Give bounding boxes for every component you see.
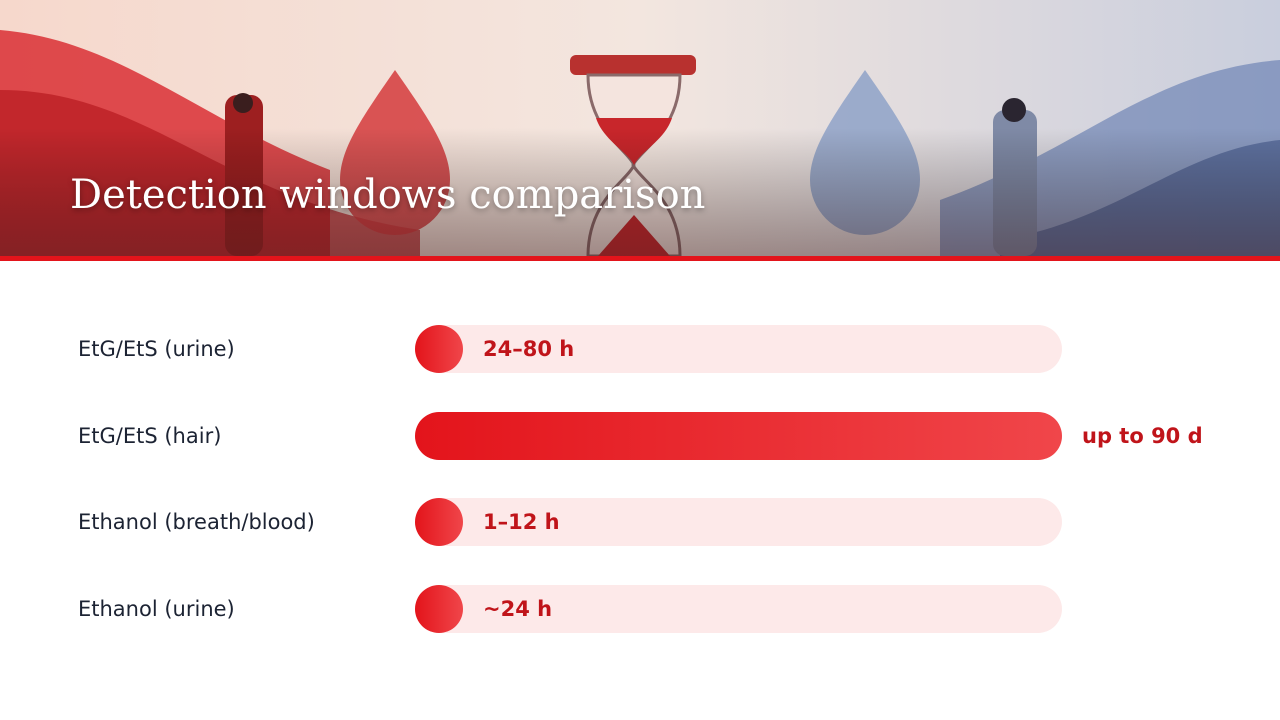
bar-fill [415,498,463,546]
bar-track [415,498,1062,546]
bar-track [415,412,1062,460]
row-label: Ethanol (breath/blood) [78,510,315,534]
row-label: EtG/EtS (hair) [78,424,222,448]
bar-fill [415,412,1062,460]
bar-track [415,585,1062,633]
bar-track [415,325,1062,373]
value-label: ~24 h [483,597,553,621]
value-label: 24–80 h [483,337,575,361]
value-label: up to 90 d [1082,424,1203,448]
value-label: 1–12 h [483,510,560,534]
header-banner [0,0,1280,261]
bar-fill [415,325,463,373]
slide-title: Detection windows comparison [70,172,706,218]
row-label: Ethanol (urine) [78,597,235,621]
bar-fill [415,585,463,633]
row-label: EtG/EtS (urine) [78,337,235,361]
